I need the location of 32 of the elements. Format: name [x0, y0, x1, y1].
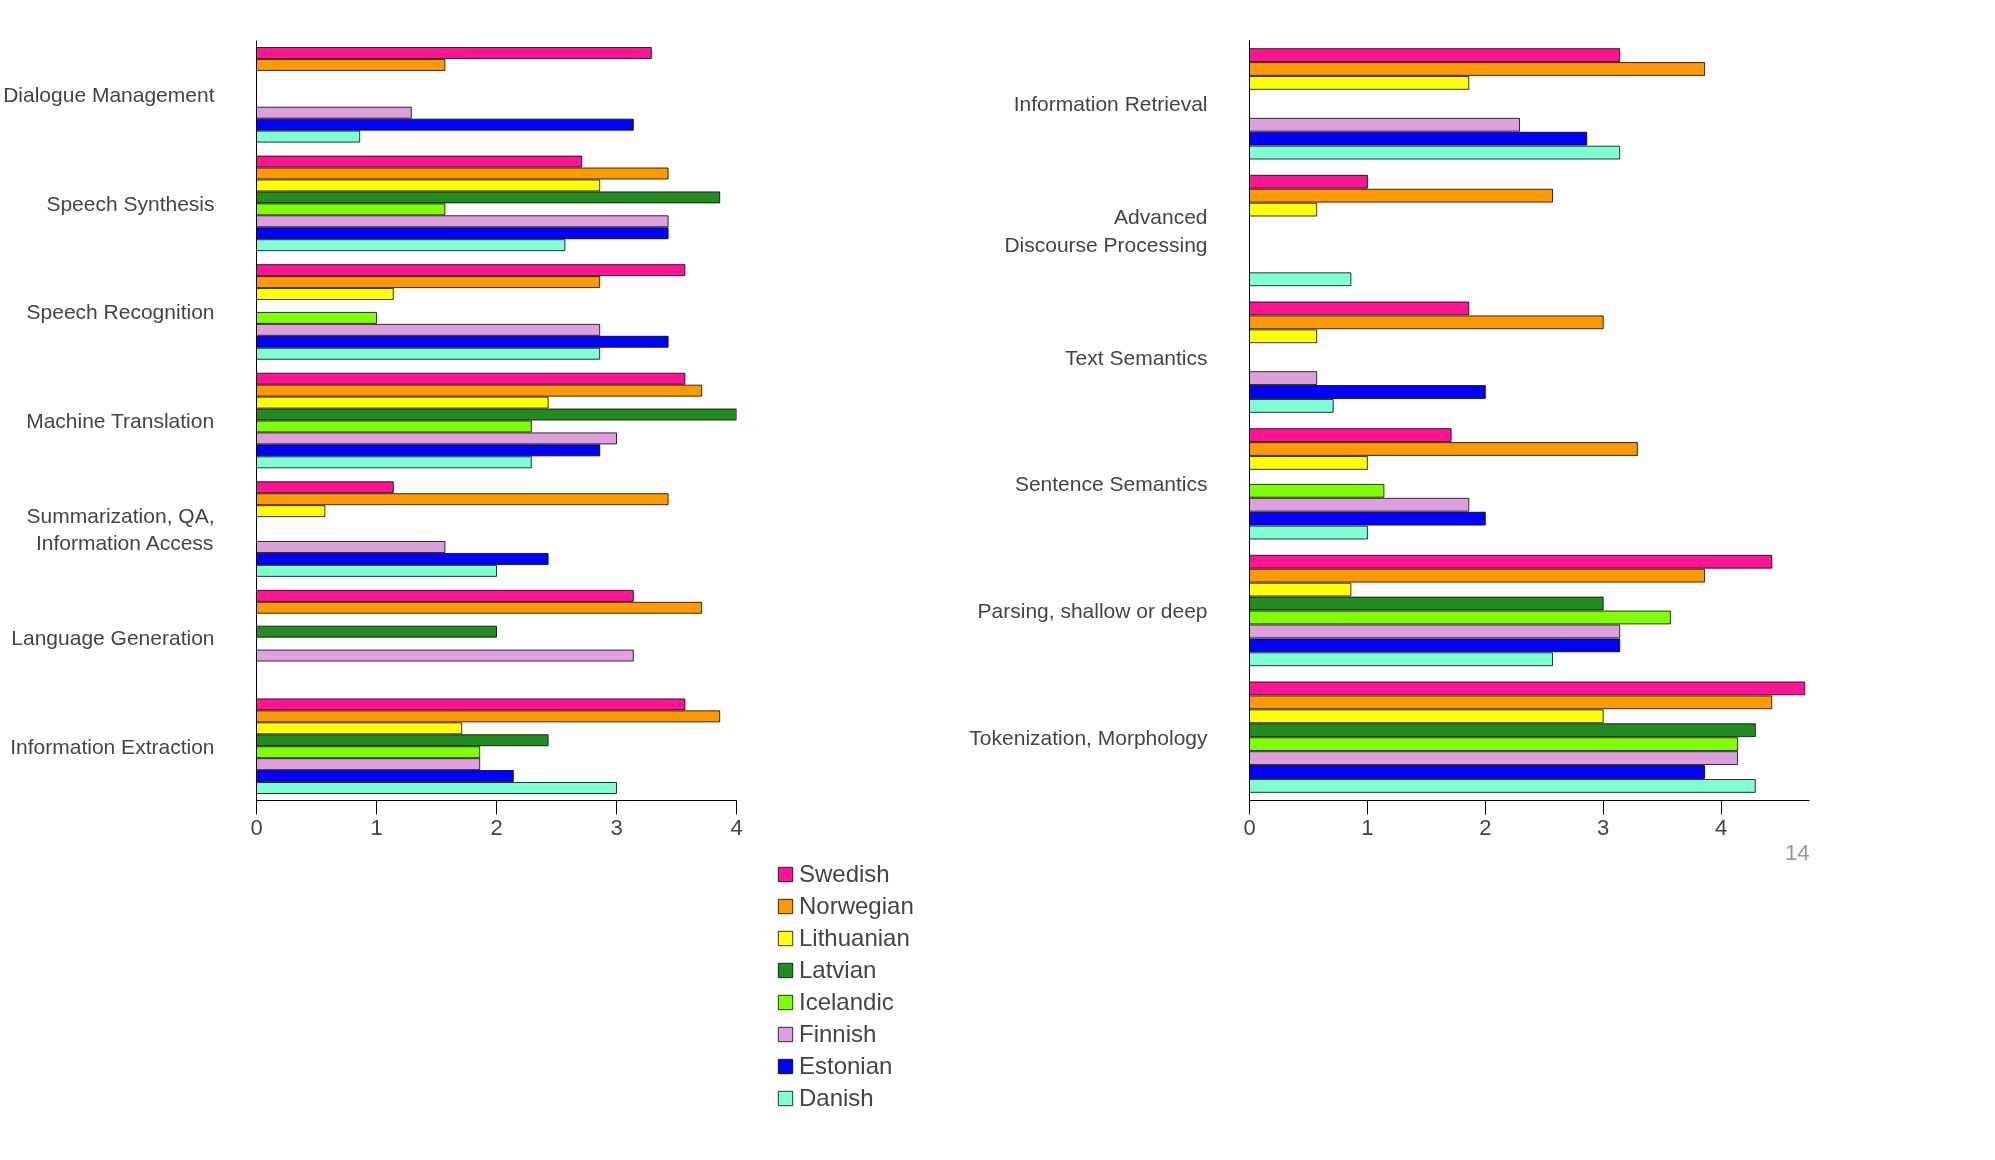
legend-label: Norwegian — [799, 892, 914, 920]
y-tick-label: Parsing, shallow or deep — [977, 599, 1208, 622]
x-tick-label: 2 — [490, 814, 503, 840]
y-tick-label: Sentence Semantics — [1014, 472, 1208, 496]
legend-label: Lithuanian — [799, 924, 910, 952]
y-tick-label: Advanced Discourse Processing — [1004, 205, 1208, 256]
y-tick-label: Summarization, QA, Information Access — [26, 503, 215, 555]
legend-label: Swedish — [799, 860, 891, 888]
x-tick-label: 0 — [1243, 814, 1256, 840]
y-tick-label: Information Retrieval — [1013, 92, 1208, 116]
x-tick-label: 1 — [370, 814, 383, 840]
y-tick-label: Speech Synthesis — [46, 191, 215, 215]
x-tick-label: 3 — [1597, 814, 1610, 840]
legend-label: Latvian — [799, 956, 878, 984]
x-tick-label: 2 — [1479, 814, 1492, 840]
legend-label: Estonian — [799, 1052, 894, 1080]
y-tick-label: Tokenization, Morphology — [969, 725, 1208, 749]
y-tick-label: Speech Recognition — [26, 300, 215, 324]
x-tick-label: 0 — [250, 814, 263, 840]
y-tick-label: Dialogue Management — [3, 83, 215, 107]
x-tick-label: 3 — [610, 814, 623, 840]
legend-label: Danish — [799, 1084, 875, 1112]
x-tick-label: 4 — [1714, 814, 1728, 840]
legend-label: Icelandic — [799, 988, 895, 1016]
y-tick-label: Language Generation — [11, 626, 215, 650]
x-tick-label: 1 — [1361, 814, 1374, 840]
y-tick-label: Information Extraction — [10, 734, 215, 758]
x-tick-label: 4 — [730, 814, 743, 840]
y-tick-label: Text Semantics — [1065, 345, 1208, 369]
text: 14 — [1785, 839, 1810, 865]
y-tick-label: Machine Translation — [26, 409, 215, 432]
legend-label: Finnish — [799, 1020, 878, 1048]
